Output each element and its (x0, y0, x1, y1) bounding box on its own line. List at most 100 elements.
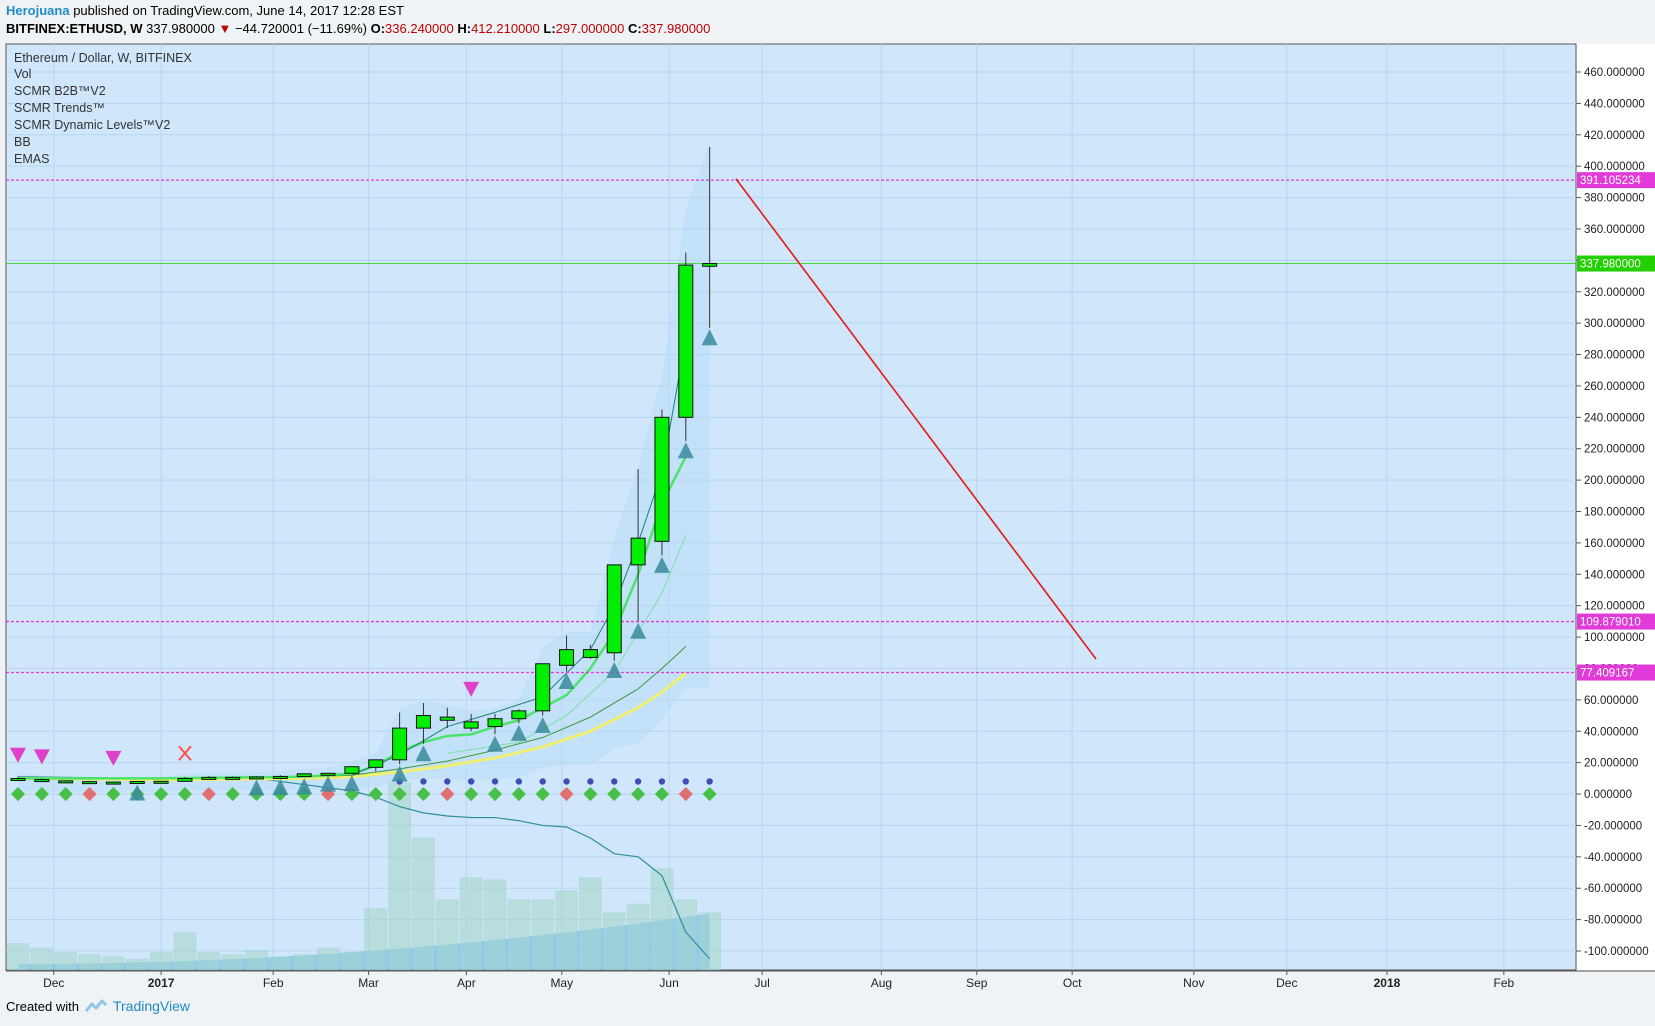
candle-body[interactable] (296, 773, 312, 777)
candle-body[interactable] (702, 263, 718, 267)
candle-body[interactable] (320, 772, 336, 776)
level-label-box (1577, 664, 1655, 681)
level-label: 337.980000 (1580, 259, 1641, 271)
candle-body[interactable] (630, 537, 646, 566)
signal-dot (563, 778, 570, 785)
indicator-legend-item[interactable]: EMAS (14, 152, 49, 166)
signal-dot (634, 778, 642, 785)
candle-body[interactable] (582, 649, 598, 658)
signal-diamond (702, 786, 717, 802)
candle-body[interactable] (368, 759, 384, 768)
signal-diamond (154, 786, 169, 802)
volume-bar (364, 908, 387, 971)
volume-bar (388, 782, 411, 971)
volume-bar (603, 912, 626, 971)
signal-diamond (10, 786, 26, 802)
volume-bar (102, 956, 125, 971)
candle-body[interactable] (82, 781, 98, 785)
indicator-legend-item[interactable]: Vol (14, 67, 31, 81)
up-triangle-marker (415, 745, 432, 762)
up-triangle-marker (510, 724, 527, 741)
y-tick-label: -60.000000 (1584, 883, 1642, 895)
ohlc-line: BITFINEX:ETHUSD, W 337.980000 ▼ −44.7200… (6, 20, 710, 38)
signal-diamond (201, 786, 216, 802)
y-tick-label: 420.000000 (1584, 130, 1645, 142)
indicator-legend-item[interactable]: SCMR Trends™ (14, 101, 105, 115)
bollinger-band (18, 143, 710, 792)
high-value: 412.210000 (471, 21, 540, 36)
price-change: −44.720001 (−11.69%) (234, 21, 367, 36)
candle-body[interactable] (439, 716, 455, 721)
volume-bar (674, 899, 698, 971)
candle-body[interactable] (415, 715, 431, 729)
candle-body[interactable] (249, 776, 264, 780)
candle-body[interactable] (272, 775, 288, 779)
indicator-legend-item[interactable]: SCMR Dynamic Levels™V2 (14, 118, 170, 132)
candle-body[interactable] (10, 777, 26, 781)
level-label: 109.879010 (1580, 617, 1641, 629)
candle-body[interactable] (535, 663, 551, 712)
drawn-trend-line[interactable] (735, 178, 1097, 660)
y-tick-label: 380.000000 (1584, 193, 1645, 205)
tradingview-logo-icon (84, 999, 107, 1012)
candle-body[interactable] (153, 780, 169, 784)
y-tick-label: 460.000000 (1584, 67, 1645, 79)
volume-bar (269, 956, 292, 971)
candle-body[interactable] (105, 781, 121, 785)
candle-body[interactable] (678, 264, 694, 418)
y-tick-label: 120.000000 (1584, 601, 1645, 613)
candle-body[interactable] (344, 766, 360, 774)
x-tick-label: Dec (1276, 976, 1297, 990)
signal-diamond (631, 786, 646, 802)
volume-bar (483, 879, 507, 971)
close-value: 337.980000 (641, 21, 711, 36)
up-triangle-marker (343, 775, 360, 792)
level-label-box (1577, 255, 1655, 272)
author-link[interactable]: Herojuana (6, 3, 70, 18)
candle-body[interactable] (463, 721, 479, 729)
y-tick-label: 400.000000 (1584, 161, 1645, 173)
open-label: O: (370, 21, 386, 36)
down-triangle-marker (33, 749, 50, 765)
up-triangle-marker (558, 673, 575, 690)
candle-body[interactable] (606, 564, 622, 654)
indicator-legend-item[interactable]: BB (14, 135, 31, 149)
down-triangle-marker (10, 747, 26, 763)
candle-body[interactable] (34, 779, 50, 783)
volume-bar (531, 899, 554, 971)
candle-body[interactable] (511, 710, 527, 720)
price-chart[interactable]: 460.000000 440.000000 420.000000 400.000000… (0, 0, 1655, 990)
candle-body[interactable] (201, 776, 217, 780)
candle-body[interactable] (129, 780, 145, 784)
level-label-box (1577, 172, 1655, 189)
signal-diamond (392, 786, 407, 802)
plot-area[interactable] (5, 43, 1577, 971)
signal-diamond (535, 786, 550, 802)
indicator-legend-item[interactable]: SCMR B2B™V2 (14, 84, 106, 98)
y-tick-label: -80.000000 (1584, 915, 1642, 927)
tradingview-link[interactable]: TradingView (112, 998, 191, 1014)
y-tick-label: 20.000000 (1584, 758, 1638, 770)
volume-bar (173, 932, 197, 971)
candle-body[interactable] (225, 776, 241, 780)
volume-bar (6, 943, 30, 971)
volume-bar (340, 952, 364, 971)
level-label-box (1577, 613, 1655, 630)
signal-diamond (82, 786, 97, 802)
y-tick-label: 440.000000 (1584, 98, 1645, 110)
candle-body[interactable] (654, 416, 670, 542)
volume-bar (507, 899, 531, 971)
volume-bar (78, 954, 101, 971)
candle-body[interactable] (177, 777, 193, 782)
y-tick-label: -40.000000 (1584, 852, 1642, 864)
chart-header: Herojuana published on TradingView.com, … (6, 2, 710, 38)
candle-body[interactable] (392, 727, 408, 761)
candle-body[interactable] (487, 718, 503, 728)
y-tick-label: 260.000000 (1584, 381, 1645, 393)
y-tick-label: 180.000000 (1584, 507, 1645, 519)
candle-body[interactable] (58, 780, 74, 784)
y-tick-label: 300.000000 (1584, 318, 1645, 330)
candle-body[interactable] (559, 649, 575, 666)
volume-bar (579, 877, 602, 971)
signal-diamond (559, 786, 574, 802)
